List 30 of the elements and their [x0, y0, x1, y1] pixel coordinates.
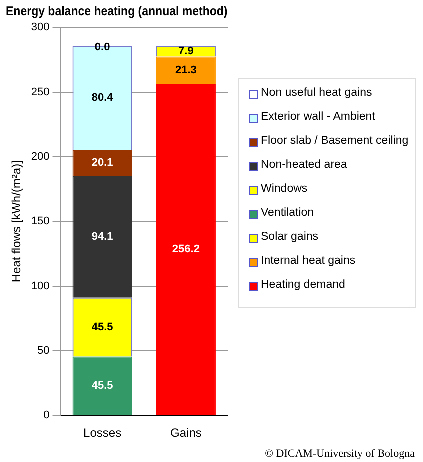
legend-label: Non-heated area: [261, 159, 348, 171]
y-tick-label: 50: [38, 344, 50, 357]
text: © DICAM-University of Bologna: [265, 448, 416, 460]
y-tick-label: 300: [31, 22, 50, 34]
data-label: 45.5: [92, 321, 114, 334]
legend-label: Floor slab / Basement ceiling: [261, 135, 409, 147]
legend-label: Ventilation: [261, 207, 314, 219]
data-label: 0.0: [94, 41, 110, 54]
legend-label: Exterior wall - Ambient: [261, 111, 376, 123]
legend-label: Internal heat gains: [261, 255, 356, 267]
legend-label: Solar gains: [261, 231, 319, 243]
data-label: 45.5: [92, 380, 114, 392]
data-label: 94.1: [92, 231, 114, 244]
data-label: 7.9: [178, 46, 194, 58]
y-tick-label: 200: [31, 150, 50, 163]
y-axis-title: Heat flows [kWh/(m²a)]: [10, 160, 24, 283]
data-label: 80.4: [92, 92, 114, 104]
legend-label: Non useful heat gains: [261, 87, 372, 99]
legend-label: Windows: [261, 183, 308, 195]
data-label: 256.2: [172, 244, 200, 256]
y-tick-label: 100: [31, 280, 50, 292]
x-tick-label: Losses: [84, 426, 122, 440]
y-tick-label: 0: [44, 410, 50, 422]
data-label: 20.1: [92, 157, 114, 170]
x-tick-label: Gains: [170, 426, 202, 440]
legend-label: Heating demand: [261, 279, 346, 291]
data-label: 21.3: [175, 64, 197, 77]
y-tick-label: 250: [31, 86, 50, 98]
chart-title: Energy balance heating (annual method): [6, 4, 228, 19]
y-tick-label: 150: [31, 216, 50, 228]
